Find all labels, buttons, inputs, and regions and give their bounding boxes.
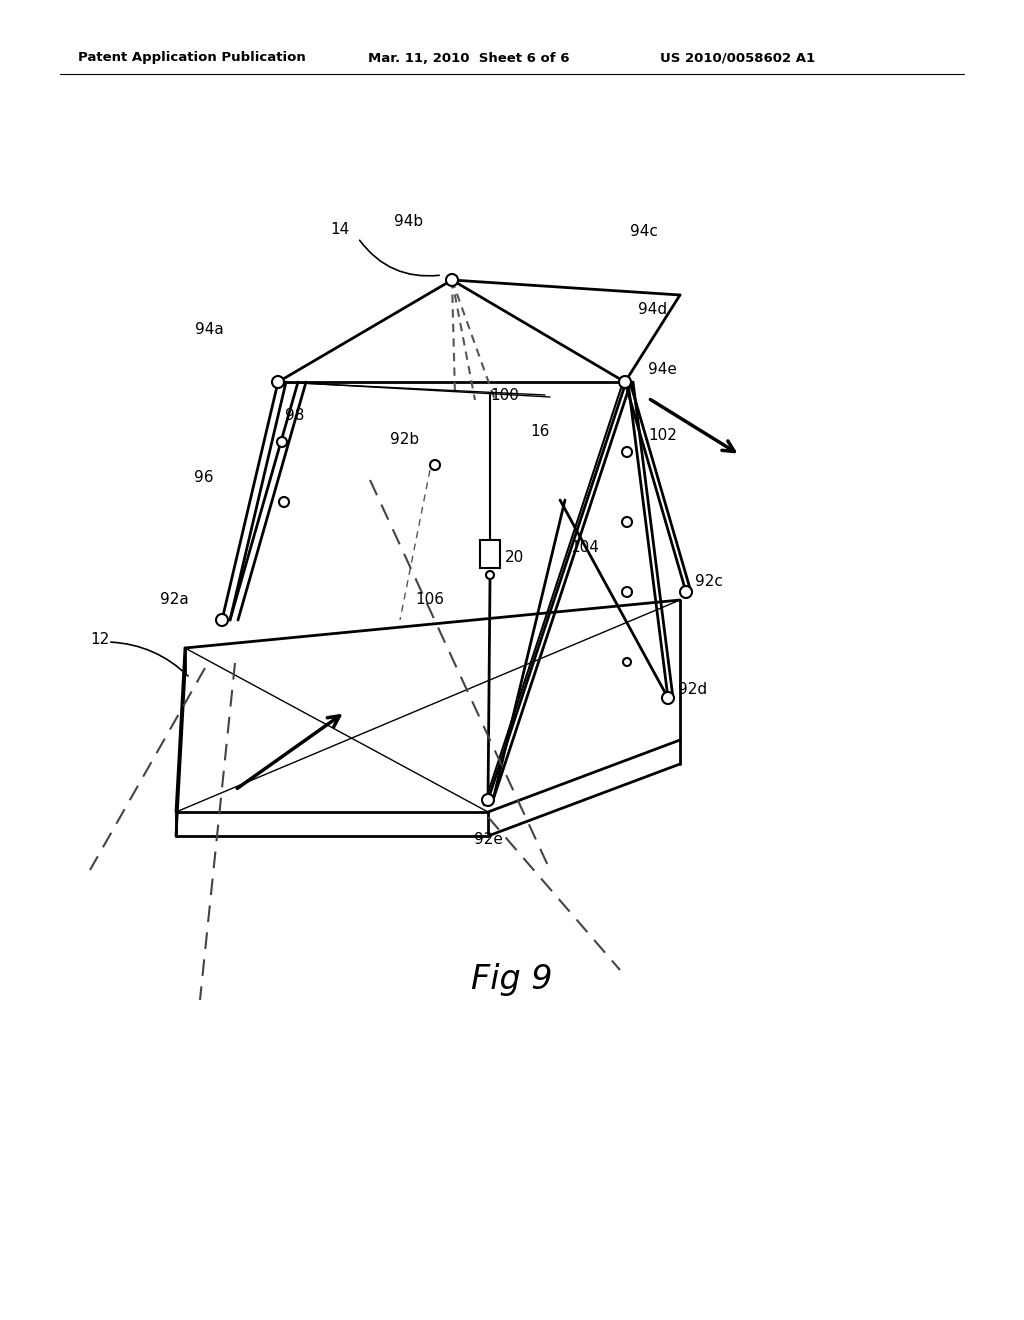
Circle shape — [446, 275, 458, 286]
Text: Mar. 11, 2010  Sheet 6 of 6: Mar. 11, 2010 Sheet 6 of 6 — [368, 51, 569, 65]
Text: 100: 100 — [490, 388, 519, 404]
Text: 96: 96 — [194, 470, 213, 486]
Circle shape — [430, 459, 440, 470]
Circle shape — [272, 376, 284, 388]
FancyBboxPatch shape — [480, 540, 500, 568]
Text: 94c: 94c — [630, 224, 657, 239]
Text: 12: 12 — [90, 632, 110, 648]
Circle shape — [279, 498, 289, 507]
Text: 102: 102 — [648, 428, 677, 442]
Text: 106: 106 — [415, 593, 444, 607]
Text: 92e: 92e — [473, 833, 503, 847]
Text: US 2010/0058602 A1: US 2010/0058602 A1 — [660, 51, 815, 65]
Text: 16: 16 — [530, 425, 549, 440]
Circle shape — [623, 657, 631, 667]
Circle shape — [662, 692, 674, 704]
Circle shape — [622, 587, 632, 597]
Text: 94a: 94a — [195, 322, 224, 338]
Circle shape — [618, 376, 631, 388]
Text: Fig 9: Fig 9 — [471, 964, 553, 997]
Text: 20: 20 — [505, 550, 524, 565]
Text: 98: 98 — [285, 408, 304, 424]
Circle shape — [216, 614, 228, 626]
Text: 94b: 94b — [394, 214, 423, 230]
Text: 92b: 92b — [390, 433, 419, 447]
Circle shape — [482, 795, 494, 807]
Circle shape — [486, 572, 494, 579]
Circle shape — [680, 586, 692, 598]
Text: 104: 104 — [570, 540, 599, 556]
Circle shape — [278, 437, 287, 447]
Text: 94e: 94e — [648, 363, 677, 378]
Text: 94d: 94d — [638, 302, 667, 318]
Circle shape — [622, 517, 632, 527]
Text: 92a: 92a — [160, 593, 188, 607]
Text: 14: 14 — [330, 223, 349, 238]
Text: Patent Application Publication: Patent Application Publication — [78, 51, 306, 65]
Text: 92d: 92d — [678, 682, 708, 697]
Text: 92c: 92c — [695, 574, 723, 590]
Circle shape — [622, 447, 632, 457]
